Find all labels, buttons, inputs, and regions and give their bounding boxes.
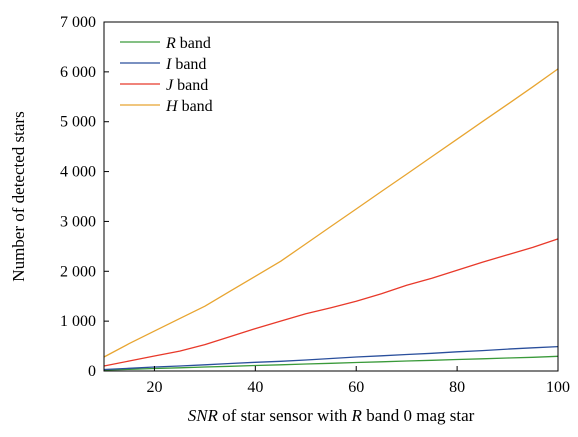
x-axis-label-suffix: band 0 mag star xyxy=(362,406,475,425)
x-tick-label: 100 xyxy=(546,379,570,396)
legend-band-suffix: band xyxy=(176,35,211,52)
legend-band-suffix: band xyxy=(173,77,208,94)
series-line-r-band xyxy=(103,355,559,371)
legend-label-j-band: J band xyxy=(166,77,208,94)
y-tick-label: 7 000 xyxy=(60,14,96,31)
y-tick-label: 1 000 xyxy=(60,313,96,330)
series-line-j-band xyxy=(103,238,559,367)
legend-label-h-band: H band xyxy=(165,98,213,115)
y-tick-label: 6 000 xyxy=(60,64,96,81)
legend-band-letter: R xyxy=(165,35,176,52)
x-axis-label: SNR of star sensor with R band 0 mag sta… xyxy=(188,406,475,425)
y-tick-label: 0 xyxy=(88,363,96,380)
legend-label-i-band: I band xyxy=(165,56,206,73)
legend-band-letter: H xyxy=(165,98,179,115)
y-tick-label: 4 000 xyxy=(60,164,96,181)
x-tick-label: 80 xyxy=(449,379,465,396)
x-axis-ticks: 20 40 60 80 100 xyxy=(146,366,570,396)
x-tick-label: 20 xyxy=(146,379,162,396)
plot-frame xyxy=(103,21,559,372)
series-line-h-band xyxy=(103,68,559,358)
y-tick-label: 3 000 xyxy=(60,213,96,230)
x-axis-label-band: R xyxy=(351,406,363,425)
y-tick-label: 5 000 xyxy=(60,114,96,131)
y-axis-ticks: 0 1 000 2 000 3 000 4 000 5 000 6 000 7 000 xyxy=(60,14,109,380)
legend-band-suffix: band xyxy=(178,98,213,115)
y-tick-label: 2 000 xyxy=(60,263,96,280)
legend-band-letter: I xyxy=(165,56,172,73)
x-tick-label: 60 xyxy=(348,379,364,396)
y-axis-label: Number of detected stars xyxy=(9,111,28,281)
x-tick-label: 40 xyxy=(247,379,263,396)
series-layer xyxy=(103,68,559,371)
x-axis-label-middle: of star sensor with xyxy=(218,406,352,425)
legend-band-suffix: band xyxy=(171,56,206,73)
x-axis-label-snr: SNR xyxy=(188,406,219,425)
legend-label-r-band: R band xyxy=(165,35,211,52)
series-line-i-band xyxy=(103,345,559,371)
legend-band-letter: J xyxy=(166,77,174,94)
